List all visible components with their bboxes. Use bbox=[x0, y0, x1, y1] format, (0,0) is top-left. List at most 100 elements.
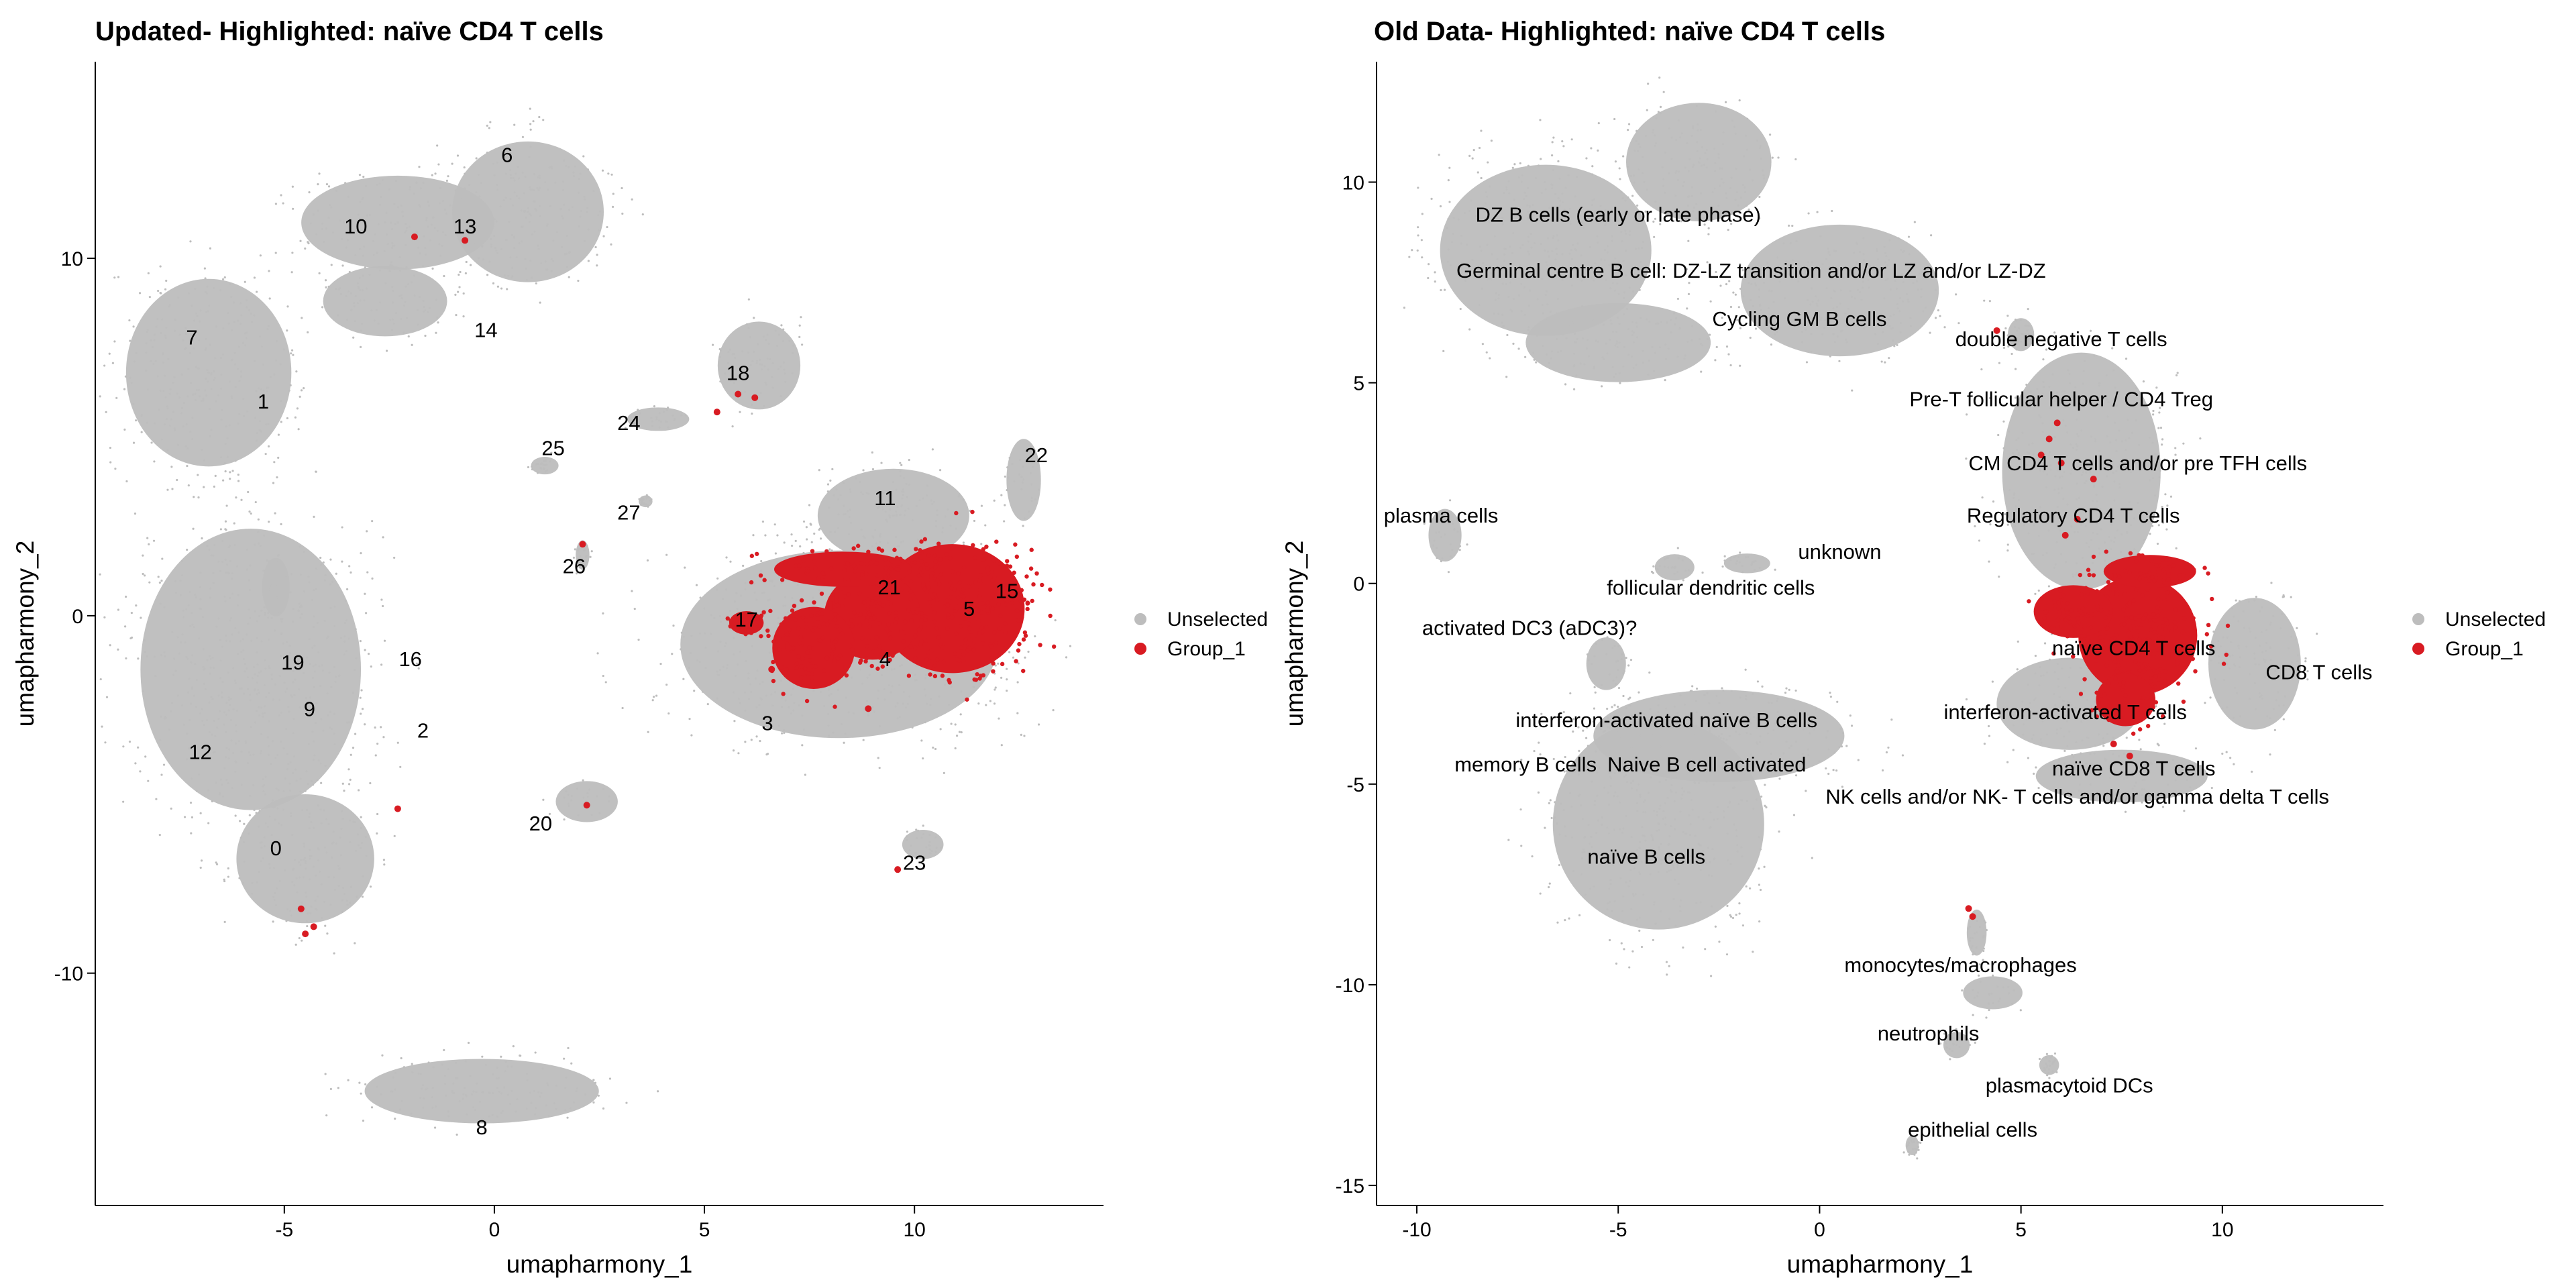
cell-point bbox=[576, 1087, 579, 1090]
cell-point bbox=[294, 678, 297, 681]
cell-point bbox=[276, 554, 279, 557]
cell-point bbox=[874, 529, 877, 531]
cell-point bbox=[376, 183, 378, 186]
cell-point bbox=[1695, 217, 1698, 220]
cell-point bbox=[792, 352, 794, 355]
cell-point bbox=[381, 1054, 384, 1057]
cell-point bbox=[227, 322, 230, 325]
cell-point bbox=[283, 682, 286, 684]
cell-point bbox=[900, 490, 904, 493]
cell-point bbox=[1034, 498, 1036, 500]
cell-point bbox=[1573, 352, 1576, 355]
cell-point bbox=[521, 171, 524, 174]
cell-point bbox=[914, 674, 917, 676]
cell-point bbox=[958, 624, 963, 629]
cell-point bbox=[1717, 156, 1720, 159]
cell-point bbox=[555, 231, 558, 233]
cell-point bbox=[1725, 345, 1729, 348]
cell-point bbox=[218, 793, 221, 796]
cell-point bbox=[144, 639, 146, 642]
cell-point bbox=[1965, 458, 1968, 460]
cell-point bbox=[354, 628, 357, 631]
cell-point bbox=[590, 550, 593, 553]
cell-point bbox=[896, 717, 899, 720]
cell-point bbox=[918, 499, 921, 502]
cell-point bbox=[798, 324, 801, 327]
cell-point bbox=[980, 543, 983, 545]
cell-point bbox=[525, 278, 529, 281]
cluster-density bbox=[717, 321, 801, 410]
cell-point bbox=[1674, 317, 1678, 320]
cell-point bbox=[359, 640, 362, 643]
cell-point bbox=[780, 732, 784, 735]
cell-point bbox=[186, 657, 189, 660]
cell-point bbox=[2088, 545, 2090, 548]
cell-point bbox=[1658, 76, 1661, 79]
cell-point bbox=[876, 546, 881, 551]
cell-point bbox=[1724, 101, 1727, 104]
cell-point bbox=[1810, 333, 1813, 335]
cell-point bbox=[247, 623, 250, 625]
cell-point bbox=[1581, 268, 1584, 270]
cell-point bbox=[2078, 790, 2081, 792]
cell-point bbox=[579, 172, 582, 175]
cell-point bbox=[292, 771, 294, 774]
cell-point bbox=[327, 714, 329, 716]
cell-point bbox=[2123, 776, 2126, 779]
cell-point bbox=[2295, 669, 2298, 672]
cell-point bbox=[564, 1086, 567, 1089]
cell-point bbox=[795, 681, 800, 686]
cell-point bbox=[205, 337, 207, 340]
cell-point bbox=[1921, 270, 1924, 274]
cell-point bbox=[586, 211, 588, 213]
cell-point bbox=[2149, 533, 2151, 535]
cell-point bbox=[1571, 244, 1574, 246]
cell-point bbox=[543, 460, 545, 462]
cell-point bbox=[154, 422, 156, 425]
cell-point bbox=[690, 734, 693, 737]
cell-point bbox=[161, 557, 164, 560]
cell-point bbox=[1905, 292, 1908, 296]
cell-point bbox=[1855, 263, 1858, 266]
cell-point bbox=[435, 331, 437, 334]
cell-point bbox=[2027, 757, 2030, 759]
cell-point bbox=[2063, 773, 2066, 776]
cell-point bbox=[1466, 243, 1468, 246]
cell-point bbox=[544, 459, 547, 462]
cell-point bbox=[1888, 325, 1891, 327]
cell-point bbox=[320, 782, 323, 784]
cell-point bbox=[755, 706, 758, 708]
cell-point bbox=[1020, 476, 1023, 478]
cell-point bbox=[539, 205, 541, 208]
cell-point bbox=[952, 587, 957, 592]
cell-point bbox=[858, 612, 863, 617]
cell-point bbox=[1022, 597, 1027, 602]
cell-point bbox=[368, 273, 371, 276]
cell-point bbox=[441, 200, 445, 203]
cell-point bbox=[2296, 627, 2298, 629]
cell-point bbox=[1690, 325, 1693, 327]
cell-point bbox=[1622, 365, 1625, 368]
cell-point bbox=[1564, 383, 1567, 386]
cell-point bbox=[258, 614, 261, 617]
cell-point bbox=[2111, 347, 2114, 350]
cell-point bbox=[2086, 698, 2089, 702]
cell-point bbox=[1611, 208, 1614, 211]
cell-point bbox=[777, 724, 781, 727]
cell-point bbox=[2096, 500, 2098, 502]
cell-point bbox=[1548, 362, 1550, 364]
cell-point bbox=[1568, 207, 1571, 210]
cell-point bbox=[822, 621, 826, 627]
cell-point bbox=[382, 536, 384, 539]
cell-point bbox=[1621, 197, 1624, 200]
cell-point bbox=[305, 696, 307, 700]
cell-point bbox=[1737, 306, 1740, 309]
cell-point bbox=[828, 566, 834, 571]
cell-point bbox=[2261, 651, 2264, 653]
cell-point bbox=[1692, 210, 1695, 213]
cell-point bbox=[1974, 525, 1976, 528]
cell-point bbox=[1527, 304, 1530, 307]
cell-point bbox=[316, 779, 319, 782]
cell-point bbox=[341, 886, 345, 889]
cell-point bbox=[167, 358, 170, 360]
